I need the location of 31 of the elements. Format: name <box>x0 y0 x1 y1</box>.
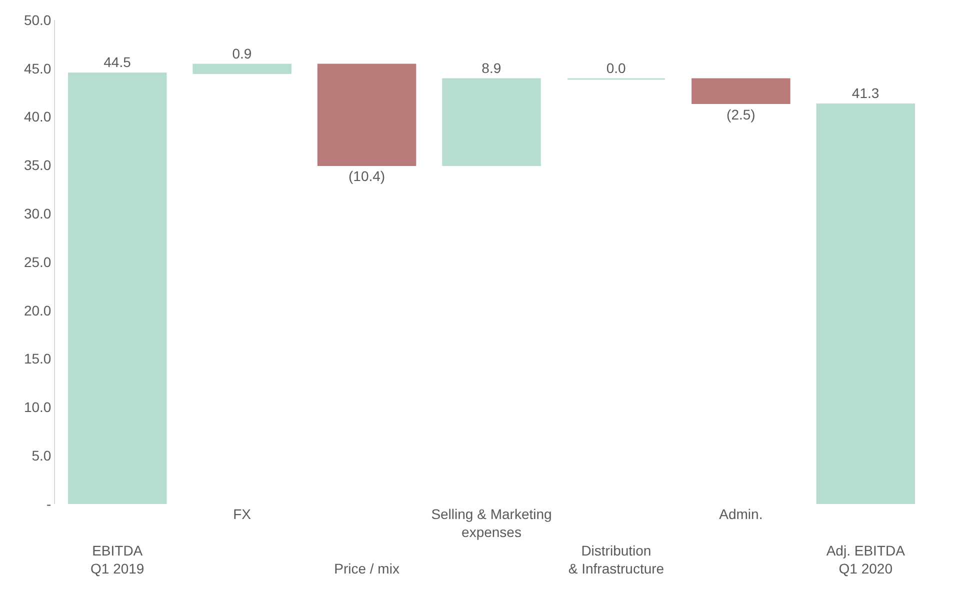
y-tick-label: 25.0 <box>24 254 52 270</box>
bar <box>442 78 541 166</box>
data-label: 8.9 <box>482 60 502 76</box>
data-label: 0.9 <box>232 46 252 62</box>
y-tick-label: 45.0 <box>24 60 52 76</box>
bar <box>68 72 167 504</box>
bar <box>317 64 416 166</box>
x-tick-label: FX <box>233 506 252 522</box>
y-tick-label: 30.0 <box>24 206 52 222</box>
y-tick-label: 40.0 <box>24 108 52 125</box>
y-tick-label: 50.0 <box>24 12 52 28</box>
x-tick-label: Distribution & Infrastructure <box>568 542 664 577</box>
data-label: 41.3 <box>852 85 880 102</box>
bar <box>192 64 292 74</box>
x-tick-label: Admin. <box>719 506 763 522</box>
x-tick-label: EBITDA Q1 2019 <box>90 542 144 577</box>
y-tick-label: 10.0 <box>24 399 52 416</box>
y-tick-label: 5.0 <box>32 448 52 464</box>
data-label: 44.5 <box>104 54 132 70</box>
x-tick-label: Selling & Marketing expenses <box>431 506 552 540</box>
y-tick-label: - <box>46 496 52 512</box>
data-label: (10.4) <box>348 168 386 184</box>
y-tick-label: 15.0 <box>24 350 52 367</box>
x-tick-label: Price / mix <box>334 560 400 577</box>
data-label: 0.0 <box>606 60 626 76</box>
bar <box>816 103 916 504</box>
x-tick-label: Adj. EBITDA Q1 2020 <box>826 542 906 577</box>
data-label: (2.5) <box>726 106 756 122</box>
y-tick-label: 35.0 <box>24 157 52 174</box>
y-tick-label: 20.0 <box>24 302 52 318</box>
bar <box>692 78 790 104</box>
